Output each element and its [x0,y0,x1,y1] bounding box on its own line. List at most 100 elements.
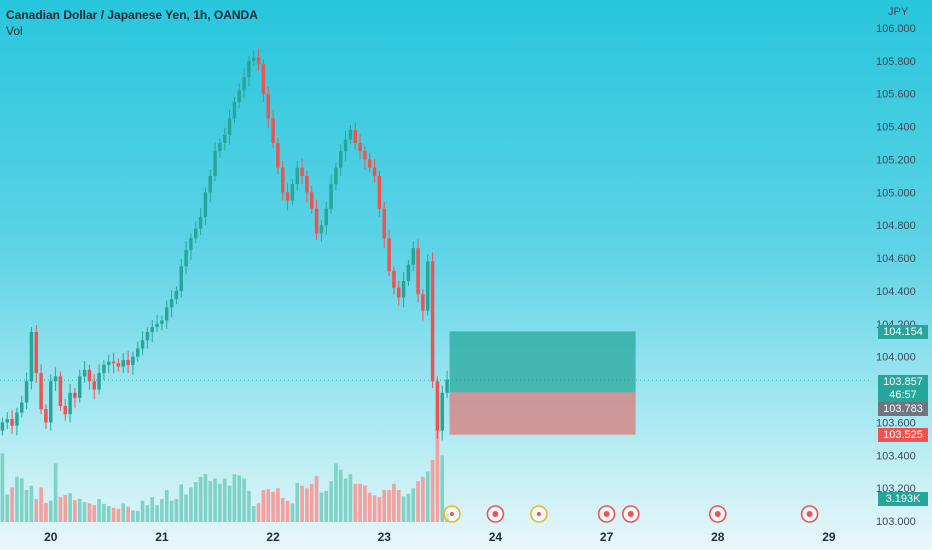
event-dot [603,511,610,517]
candle-body [189,238,193,250]
candle-body [401,281,406,298]
candle-body [281,167,285,193]
volume-bar [44,502,48,522]
candle-body [136,348,140,357]
volume-bar [334,463,338,522]
y-tick-label: 106.000 [876,23,916,35]
candle-body [266,93,270,119]
candle-body [329,184,333,209]
candle-body [73,392,77,398]
volume-bar [329,481,333,522]
candle-body [15,412,19,426]
volume-bar [5,494,10,522]
candle-body [426,261,430,311]
candle-body [271,118,275,144]
volume-indicator-label[interactable]: Vol [6,24,23,38]
volume-bar [280,498,285,522]
event-dot [492,511,499,517]
candle-body [218,143,222,152]
candle-body [78,376,82,398]
y-tick-label: 103.600 [876,417,916,429]
candle-body [20,402,24,413]
volume-bar [305,488,309,522]
candle-body [285,192,290,201]
volume-bar [271,491,275,522]
x-tick-label: 29 [822,530,836,544]
volume-bar [261,490,266,522]
x-tick-label: 23 [377,530,391,544]
candle-body [339,151,343,168]
candle-body [300,167,304,176]
candle-body [440,392,444,431]
volume-bar [353,483,358,522]
candle-body [232,101,237,119]
candle-body [53,376,58,382]
volume-bar [193,482,198,522]
candle-body [247,60,251,78]
volume-bar [276,488,280,522]
volume-bar [131,510,135,522]
volume-bar [319,492,324,522]
candle-body [102,364,106,374]
volume-bar [416,481,420,522]
volume-bar [198,476,203,522]
y-tick-label: 104.400 [876,286,916,298]
candle-body [169,299,174,308]
volume-bar [87,503,92,522]
candle-body [34,332,38,374]
candle-body [208,175,212,193]
volume-bar [343,478,348,522]
x-tick-label: 27 [599,530,614,544]
volume-bar [34,498,39,522]
candle-body [261,64,266,94]
candle-body [5,419,9,423]
volume-bar [213,478,217,522]
volume-bar [150,497,155,522]
volume-bar [314,475,319,522]
event-dot [536,512,541,516]
candle-body [290,184,295,201]
candle-body [382,208,386,239]
volume-bar [145,505,150,522]
volume-bar [338,469,343,522]
candle-body [111,361,116,364]
volume-bar [411,488,416,522]
volume-bar [140,500,145,522]
volume-bar [435,400,440,522]
volume-bar [425,471,430,522]
volume-bar [10,487,14,522]
candle-body [49,381,53,423]
candle-body [387,238,391,272]
candle-body [445,379,449,393]
volume-bar [430,459,435,522]
candle-body [227,118,232,135]
volume-bar [392,483,396,522]
volume-bar [295,482,300,522]
candle-body [406,264,411,282]
candle-body [319,225,324,234]
volume-bar [19,478,24,522]
candle-body [237,90,241,102]
event-dot [627,511,634,517]
volume-bar [48,500,53,522]
volume-bar [135,510,140,522]
volume-bar [111,507,116,522]
candle-body [24,381,29,403]
stop-price-badge: 103.525 [878,428,928,442]
volume-bar [377,497,382,522]
volume-bar [63,494,68,522]
y-tick-label: 105.000 [876,187,916,199]
candle-body [58,376,63,406]
volume-bar [208,481,213,522]
candle-body [92,381,96,390]
y-tick-label: 105.600 [876,89,916,101]
volume-bar [256,503,261,522]
candle-body [310,192,314,209]
volume-bar [232,474,237,522]
volume-bar [401,496,406,522]
entry-price-badge: 103.783 [878,402,928,416]
volume-bar [58,497,63,522]
candle-body [87,369,92,382]
countdown-badge: 46:57 [878,388,928,402]
